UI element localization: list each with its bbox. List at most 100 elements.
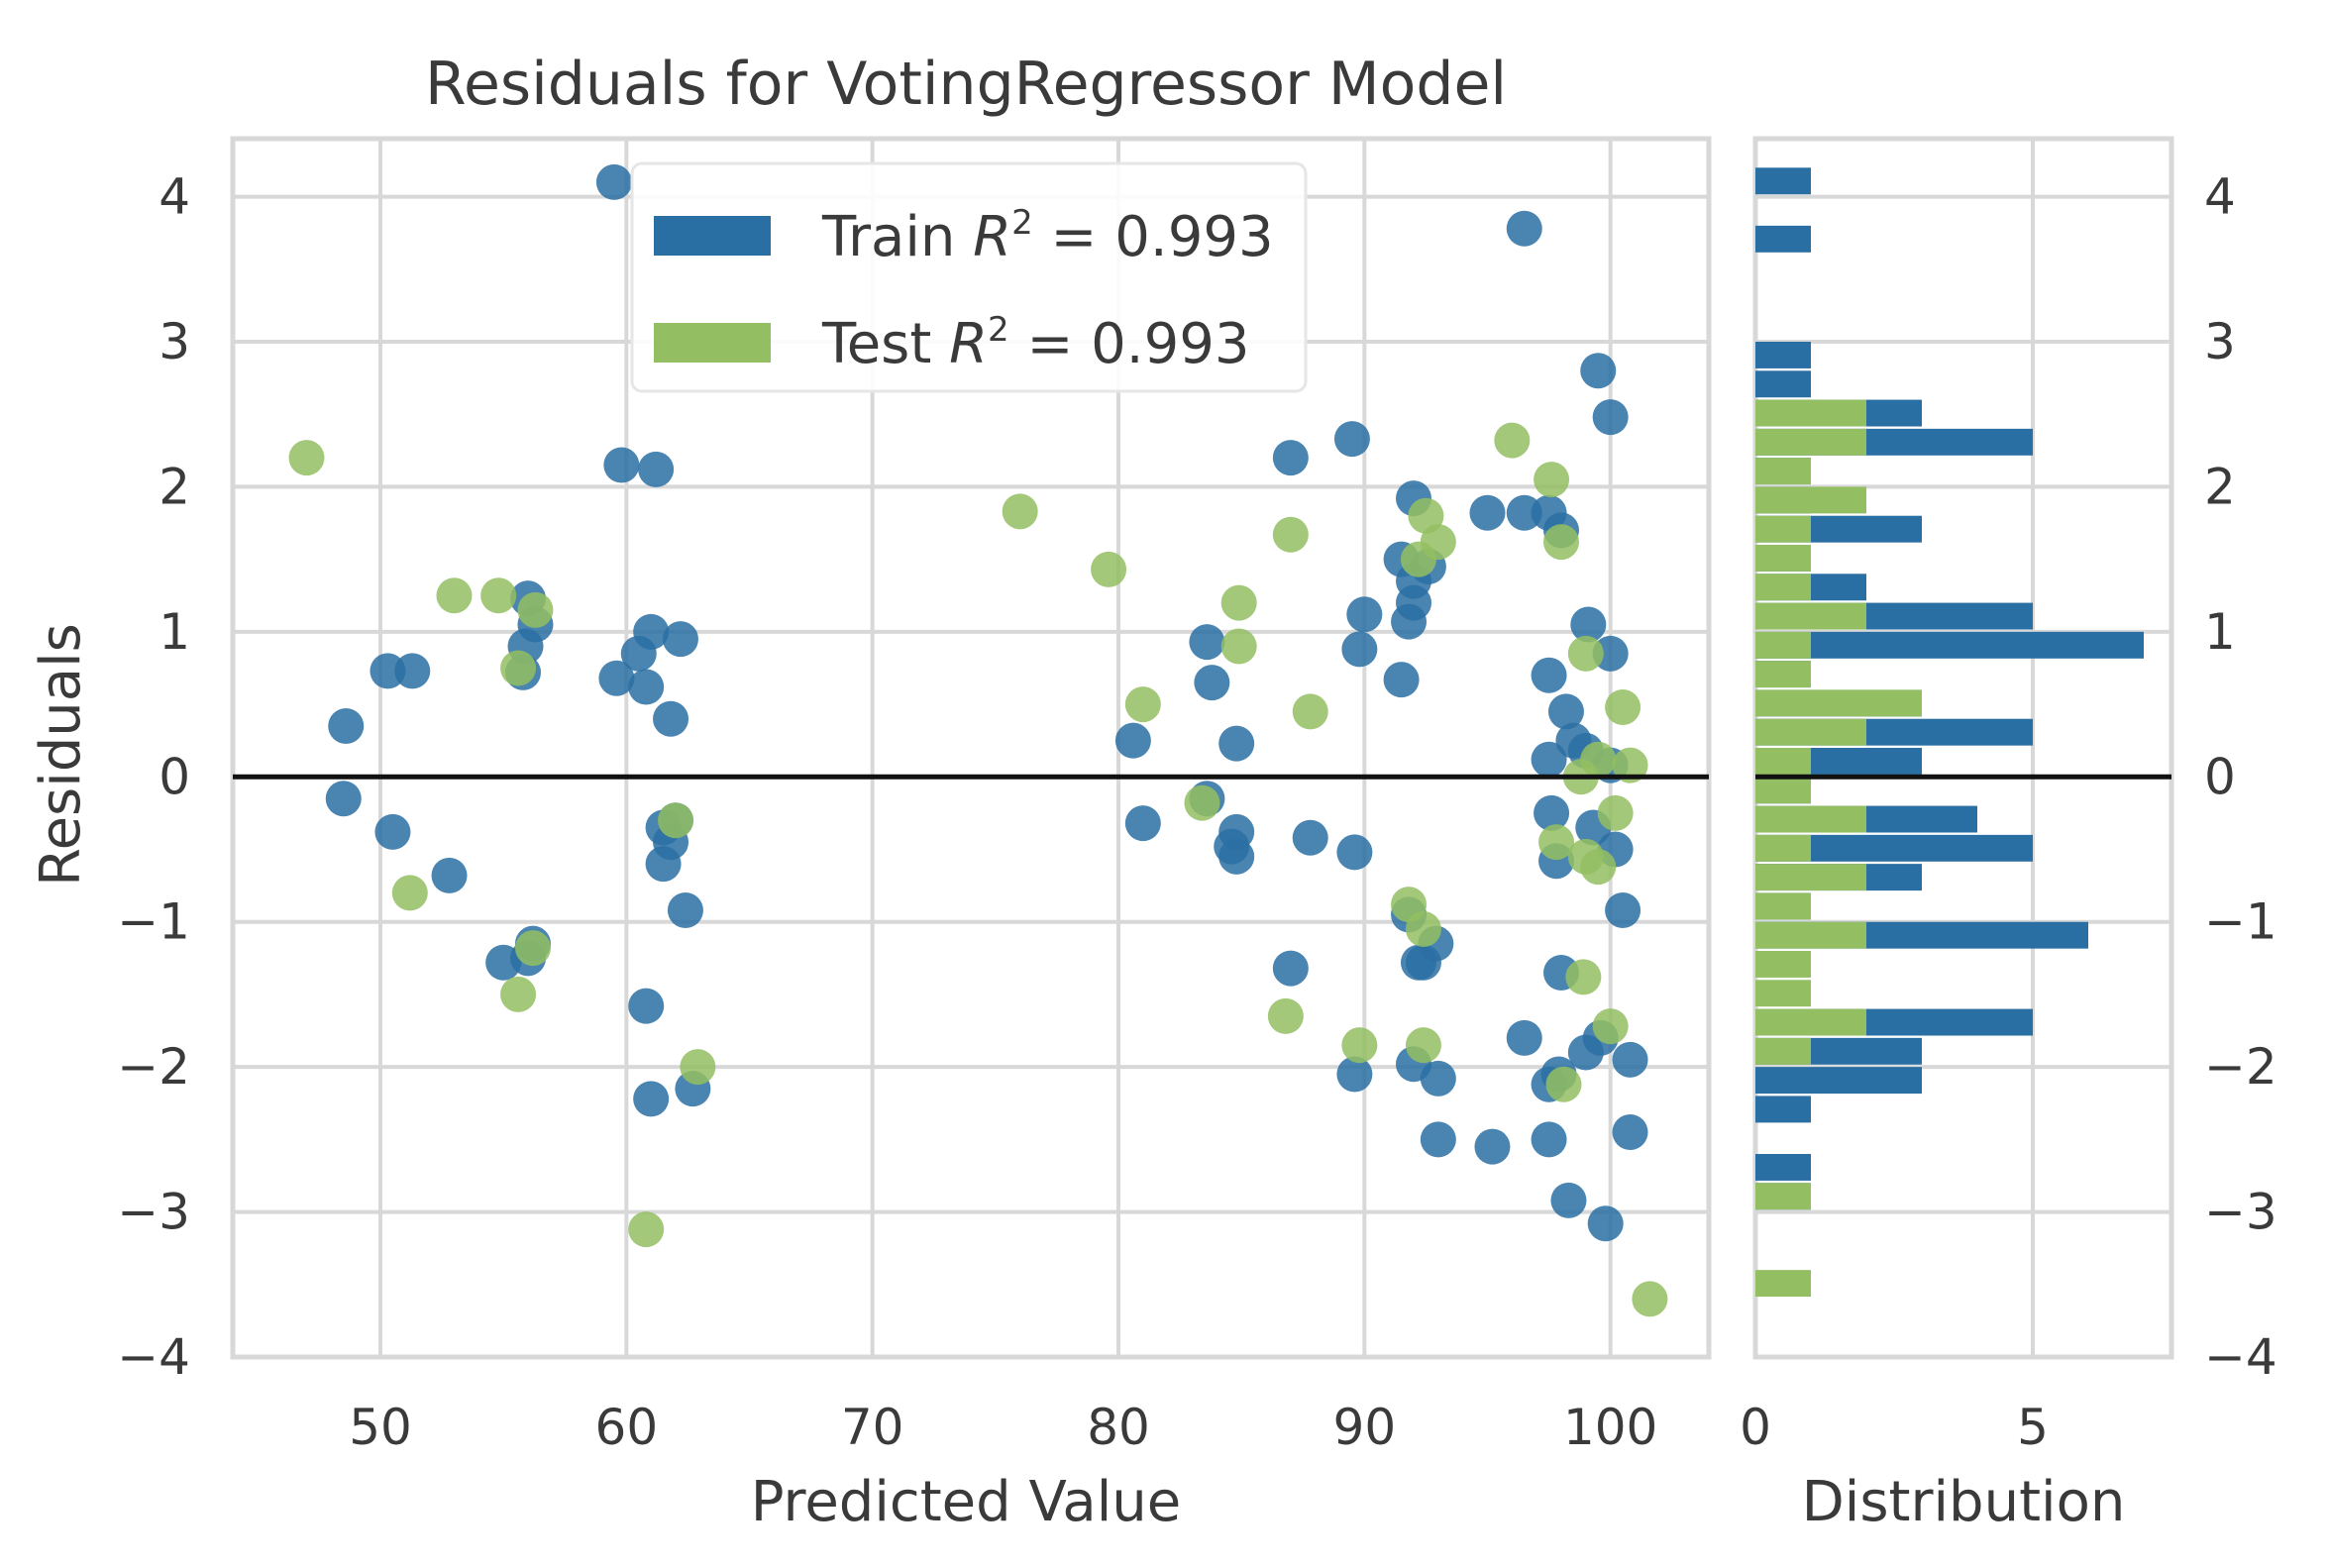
test-point [1612,747,1648,784]
train-point [1420,1060,1456,1097]
test-point [1405,911,1441,948]
train-point [662,621,698,658]
test-histogram-bar [1755,515,1811,543]
test-point [1632,1281,1668,1317]
test-histogram-bar [1755,545,1811,572]
train-point [1605,892,1641,928]
train-point [1405,944,1441,981]
train-point [1272,950,1309,987]
train-point [1592,635,1629,672]
scatter-points [288,163,1668,1317]
train-point [1383,662,1420,698]
train-point [667,892,703,928]
test-point [1565,959,1602,995]
train-point [1341,631,1378,668]
test-point [1534,462,1570,498]
train-point [1292,819,1328,856]
dist-y-tick-label: 2 [2204,458,2236,515]
train-point [1570,606,1607,643]
train-point [328,708,365,745]
legend: Train R2 = 0.993 Test R2 = 0.993 [630,161,1308,393]
test-point [1538,824,1575,861]
train-point [1469,494,1506,531]
train-point [1531,741,1567,778]
train-point [1531,1121,1567,1158]
dist-y-tick-label: 1 [2204,603,2236,661]
test-point [1597,794,1634,831]
test-histogram-bar [1755,951,1811,978]
train-point [1333,421,1370,458]
test-point [1580,849,1617,886]
train-point [374,813,411,850]
train-point [1218,838,1255,875]
train-point [1272,440,1309,476]
train-point [1534,794,1570,831]
train-point [1474,1128,1511,1165]
dist-y-tick-label: 0 [2204,748,2236,805]
test-point [436,577,473,614]
train-histogram-bar [1755,342,1811,368]
test-point [628,1211,665,1248]
x-tick-label: 60 [595,1399,659,1456]
y-tick-label: 1 [159,603,190,661]
test-histogram-bar [1755,1183,1811,1210]
train-point [1114,722,1151,759]
dist-x-tick-label: 0 [1740,1399,1771,1456]
test-histogram-bar [1755,689,1922,717]
test-point [1272,516,1309,553]
x-tick-label: 70 [841,1399,904,1456]
train-point [1124,805,1161,842]
test-histogram-bar [1755,718,1866,746]
train-point [431,857,468,893]
dist-y-tick-label: 4 [2204,168,2236,226]
test-point [1220,628,1257,665]
train-point [620,635,657,672]
train-point [325,781,362,817]
train-point [1587,1205,1624,1242]
test-point [680,1049,716,1086]
x-axis-label: Predicted Value [751,1470,1181,1534]
x-tick-label: 100 [1563,1399,1657,1456]
test-point [1405,1027,1441,1064]
test-legend-swatch [654,323,771,363]
test-histogram-bar [1755,428,1866,456]
train-histogram-bar [1755,1096,1811,1123]
test-histogram-bar [1755,486,1866,514]
train-point [1194,665,1230,701]
test-point [391,875,428,911]
test-legend-label: Test R2 = 0.993 [821,310,1249,376]
test-point [1002,493,1038,530]
test-histogram-bar [1755,574,1811,601]
legend-box [630,161,1308,393]
y-tick-label: −2 [117,1038,190,1096]
y-tick-label: 2 [159,458,190,515]
test-point [1267,997,1304,1034]
test-histogram-bar [1755,458,1811,485]
test-point [1124,686,1161,723]
train-point [598,660,635,696]
train-histogram-bar [1755,1067,1922,1095]
test-histogram-bar [1755,399,1866,427]
chart-title: Residuals for VotingRegressor Model [425,50,1507,119]
test-point [1184,784,1220,821]
train-point [1547,693,1584,730]
main-plot-panel: 50 60 70 80 90 100 4 3 2 1 0 −1 −2 −3 −4 Train R2 = 0.9… [117,136,1712,1456]
y-tick-label: 0 [159,748,190,805]
test-histogram-bar [1755,805,1866,833]
test-point [517,591,554,628]
test-histogram-bar [1755,864,1866,891]
test-histogram-bar [1755,1037,1811,1065]
test-histogram-bar [1755,834,1811,862]
test-histogram-bar [1755,1008,1866,1036]
train-point [633,1081,670,1117]
train-point [394,653,431,689]
test-histogram-bar [1755,777,1811,804]
train-point [1506,1019,1542,1056]
test-point [288,440,325,476]
test-point [1091,551,1127,587]
test-point [1605,689,1641,725]
train-histogram-bar [1755,1154,1811,1181]
train-point [1391,603,1428,640]
